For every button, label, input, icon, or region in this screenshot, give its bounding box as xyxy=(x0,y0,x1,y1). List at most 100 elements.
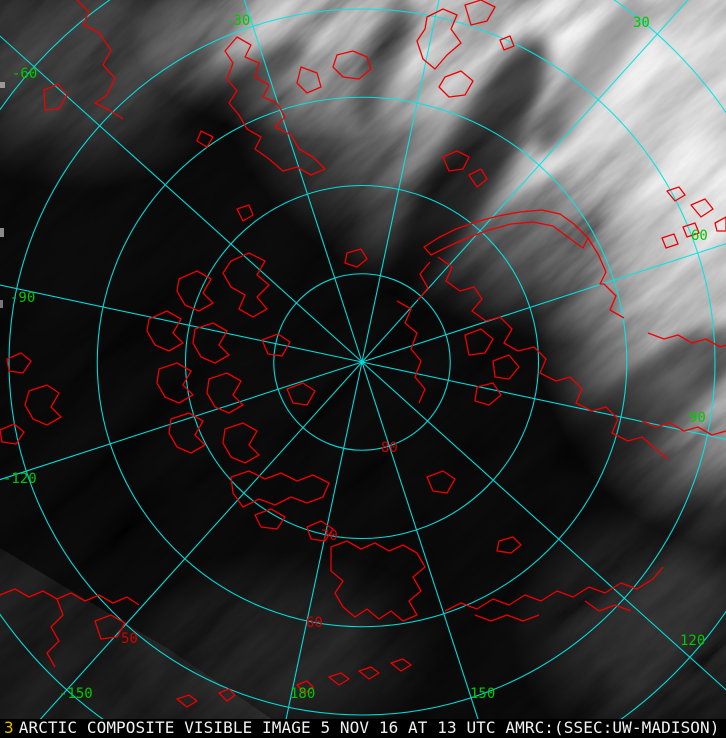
coastline-path xyxy=(0,423,25,445)
latitude-label: 80 xyxy=(381,440,398,456)
coastline-path xyxy=(328,672,350,686)
coastline-path xyxy=(296,66,322,94)
coastline-path xyxy=(496,536,522,554)
meridian-line xyxy=(0,35,363,363)
coastline-path xyxy=(468,168,488,188)
longitude-label: 150 xyxy=(470,686,495,702)
coastline-path xyxy=(218,688,236,702)
meridian-line xyxy=(0,361,363,481)
coastline-path xyxy=(666,186,686,202)
longitude-label: 30 xyxy=(633,15,650,31)
coastline-path xyxy=(6,352,32,374)
coastline-path xyxy=(396,300,426,404)
longitude-label: -60 xyxy=(12,66,37,82)
coastline-path xyxy=(236,204,254,222)
coastline-path xyxy=(344,248,368,268)
coastline-path xyxy=(286,382,316,406)
coastline-path xyxy=(306,520,334,542)
longitude-label: 180 xyxy=(290,686,315,702)
coastline-path xyxy=(416,8,462,70)
coastline-path xyxy=(330,540,426,622)
coastline-path xyxy=(647,332,726,348)
coastline-path xyxy=(176,270,214,312)
coastline-path xyxy=(222,252,270,318)
coastline-path xyxy=(390,658,412,672)
coastline-path xyxy=(222,422,260,464)
edge-artifact xyxy=(0,228,4,237)
coastline-path xyxy=(176,694,198,708)
caption-bar: 3 ARCTIC COMPOSITE VISIBLE IMAGE 5 NOV 16… xyxy=(0,718,726,738)
coastline-path xyxy=(438,70,474,98)
meridian-line xyxy=(0,284,363,363)
coastline-path xyxy=(417,261,431,301)
longitude-label: -120 xyxy=(3,471,37,487)
latitude-label: 60 xyxy=(306,615,323,631)
coastline-path xyxy=(690,198,714,218)
meridian-line xyxy=(361,243,726,363)
coastline-path xyxy=(332,50,372,80)
latitude-circle xyxy=(8,8,716,716)
coastline-path xyxy=(437,256,669,460)
coastline-path xyxy=(464,328,494,356)
coastline-path xyxy=(94,614,126,640)
edge-artifact xyxy=(0,300,3,308)
coastline-path xyxy=(442,150,470,172)
coastline-path xyxy=(584,600,632,612)
longitude-label: 60 xyxy=(691,228,708,244)
coastline-path xyxy=(46,598,64,668)
coastline-path xyxy=(358,666,380,680)
coastline-path xyxy=(168,412,206,454)
latitude-circle xyxy=(184,184,540,540)
longitude-label: 90 xyxy=(689,410,706,426)
coastline-path xyxy=(661,233,679,249)
longitude-label: -30 xyxy=(225,13,250,29)
meridian-line xyxy=(361,361,485,738)
caption-text: ARCTIC COMPOSITE VISIBLE IMAGE 5 NOV 16 … xyxy=(19,718,720,737)
coastline-path xyxy=(254,508,286,530)
meridian-line xyxy=(243,0,363,363)
frame-number: 3 xyxy=(4,718,14,737)
coastline-path xyxy=(76,0,124,120)
cloud-bright-patches xyxy=(383,0,726,327)
latitude-circle xyxy=(273,273,451,451)
caption-background xyxy=(0,719,726,738)
coastline-path xyxy=(423,209,589,256)
coastline-path xyxy=(444,566,664,612)
coastline-path xyxy=(192,322,230,364)
coastline-path xyxy=(474,382,502,406)
coastline-path xyxy=(426,470,456,494)
latitude-label: 70 xyxy=(321,528,338,544)
meridian-line xyxy=(361,361,726,691)
coastline-path xyxy=(714,216,726,232)
coastline-path xyxy=(587,237,625,319)
coastline-path xyxy=(43,83,68,111)
coastline-path xyxy=(296,680,314,694)
meridian-line xyxy=(281,361,363,738)
coastline-path xyxy=(641,420,726,436)
coastline-path xyxy=(146,310,184,352)
longitude-label: 120 xyxy=(680,633,705,649)
coastline-path xyxy=(261,333,291,357)
coastline-path xyxy=(196,130,214,148)
edge-artifact xyxy=(0,82,5,88)
coastline-path xyxy=(230,470,330,508)
coastline-path xyxy=(224,36,326,176)
coastline-layer xyxy=(0,0,726,708)
coastline-path xyxy=(206,372,244,414)
coastline-path xyxy=(156,362,194,404)
coastline-path xyxy=(499,35,515,51)
coastline-path xyxy=(464,0,496,26)
coastline-path xyxy=(24,384,62,426)
caption-text-line: 3 ARCTIC COMPOSITE VISIBLE IMAGE 5 NOV 16… xyxy=(4,718,720,737)
meridian-line xyxy=(361,0,440,363)
latitude-circle xyxy=(96,96,628,628)
coastline-path xyxy=(492,354,520,380)
longitude-label: -150 xyxy=(59,686,93,702)
map-labels-layer: -60 -30 30 60 90 120 150 180 -150 -120 -90 80 70 60 50 xyxy=(3,13,708,702)
coastline-path xyxy=(0,588,140,606)
coastline-path xyxy=(682,222,700,238)
